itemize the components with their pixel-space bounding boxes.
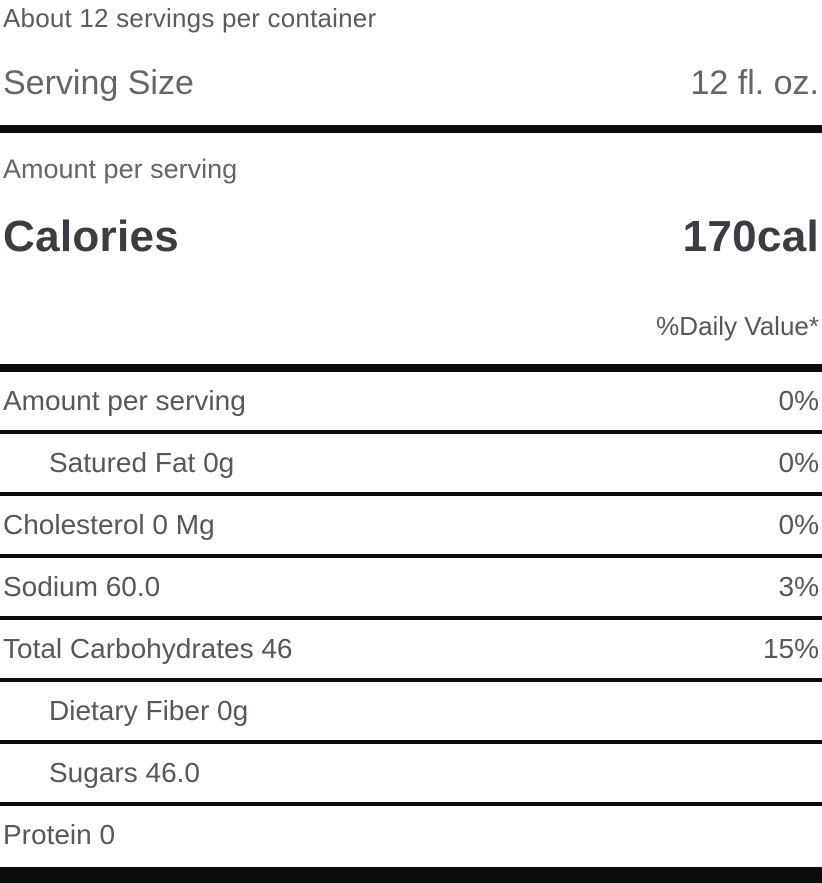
- table-row: Cholesterol 0 Mg 0%: [0, 496, 822, 554]
- amount-per-serving-label: Amount per serving: [3, 154, 238, 184]
- table-row: Sodium 60.0 3%: [0, 558, 822, 616]
- table-row: Satured Fat 0g 0%: [0, 434, 822, 492]
- daily-value-section-rule: [0, 364, 822, 372]
- nutrient-label: Sugars 46.0: [49, 757, 200, 788]
- nutrient-daily-value: 0%: [778, 447, 819, 478]
- nutrient-label: Dietary Fiber 0g: [49, 695, 249, 726]
- calories-value: 170cal: [682, 212, 819, 261]
- serving-size-value: 12 fl. oz.: [690, 64, 819, 102]
- nutrient-label: Amount per serving: [3, 385, 246, 416]
- nutrient-label: Total Carbohydrates 46: [3, 633, 293, 664]
- table-row: Dietary Fiber 0g: [0, 682, 822, 740]
- row-rule: [0, 678, 822, 682]
- row-rule: [0, 554, 822, 558]
- nutrient-daily-value: 15%: [762, 633, 819, 664]
- table-row: Amount per serving 0%: [0, 372, 822, 430]
- calories-row: Calories 170cal: [0, 211, 822, 262]
- row-rule: [0, 616, 822, 620]
- table-row: Protein 0: [0, 806, 822, 864]
- row-rule: [0, 430, 822, 434]
- nutrient-daily-value: 0%: [778, 509, 819, 540]
- bottom-bar-rule: [0, 867, 822, 883]
- serving-size-label: Serving Size: [3, 64, 194, 102]
- nutrient-label: Protein 0: [3, 819, 116, 850]
- nutrient-daily-value: 3%: [778, 571, 819, 602]
- nutrient-label: Cholesterol 0 Mg: [3, 509, 215, 540]
- daily-value-note: %Daily Value*: [656, 311, 819, 341]
- table-row: Sugars 46.0: [0, 744, 822, 802]
- row-rule: [0, 492, 822, 496]
- row-rule: [0, 740, 822, 744]
- nutrient-label: Satured Fat 0g: [49, 447, 235, 478]
- nutrient-label: Sodium 60.0: [3, 571, 161, 602]
- serving-size-row: Serving Size 12 fl. oz.: [0, 63, 822, 104]
- servings-per-container-text: About 12 servings per container: [3, 3, 377, 33]
- calories-label: Calories: [3, 212, 180, 261]
- table-row: Total Carbohydrates 46 15%: [0, 620, 822, 678]
- serving-section-rule: [0, 125, 822, 133]
- row-rule: [0, 802, 822, 806]
- nutrient-daily-value: 0%: [778, 385, 819, 416]
